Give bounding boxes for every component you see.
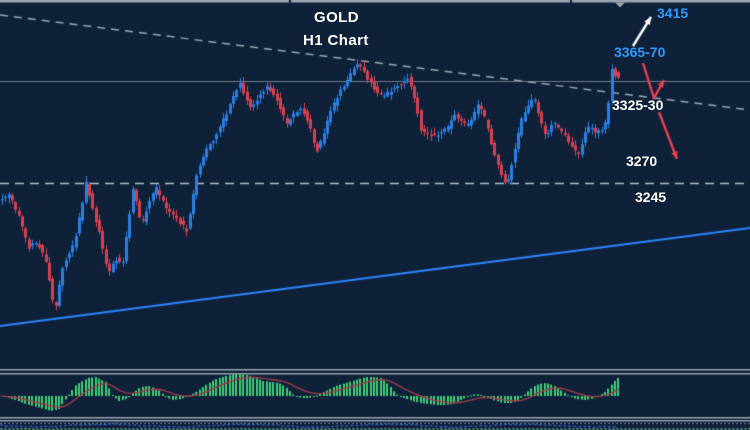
support-label-3245: 3245 [635, 189, 667, 205]
support-label-3270: 3270 [626, 153, 658, 169]
price-target-label-3415: 3415 [657, 5, 689, 21]
chart-title-symbol: GOLD [314, 9, 359, 26]
chart-title-timeframe: H1 Chart [303, 32, 369, 49]
resistance-zone-label-3365-70: 3365-70 [614, 44, 666, 60]
support-zone-label-3325-30: 3325-30 [612, 97, 664, 113]
